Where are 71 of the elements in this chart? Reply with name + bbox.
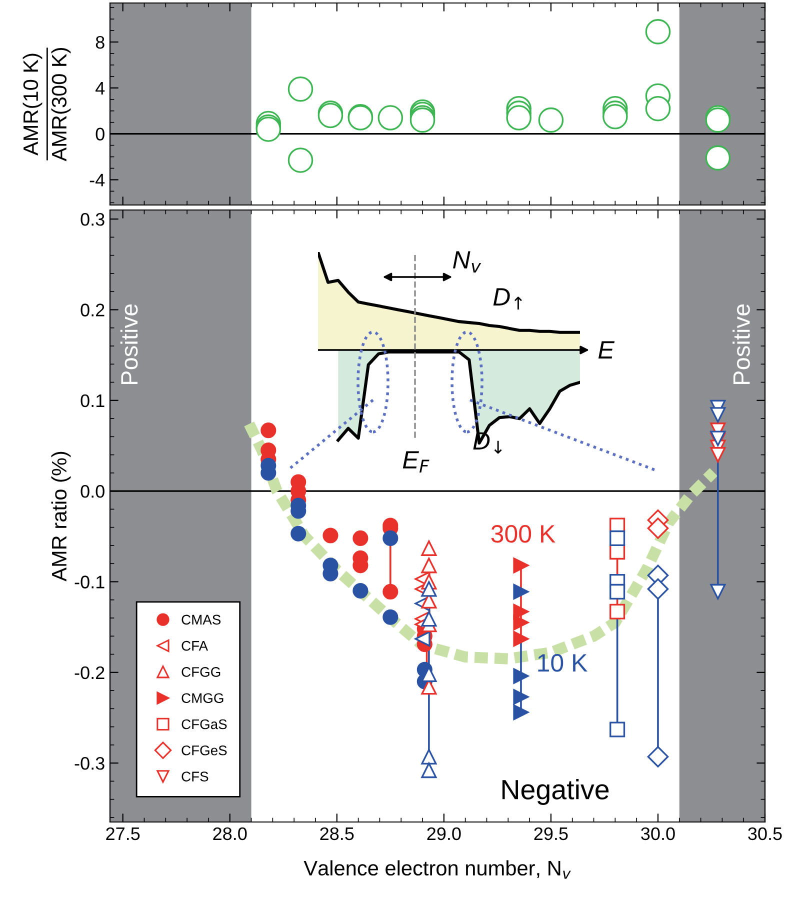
legend-label: CFGeS — [182, 745, 227, 756]
point — [610, 530, 626, 546]
point — [610, 722, 626, 738]
point — [513, 604, 529, 620]
annotation: E$_{F}$ — [402, 451, 430, 473]
y-tick-label: 0.1 — [80, 394, 104, 408]
point — [421, 748, 437, 764]
point — [506, 105, 532, 130]
annotation: N$_{v}$ — [453, 251, 482, 273]
point — [260, 422, 276, 438]
band-label: Positive — [120, 304, 138, 384]
band-label: Positive — [732, 304, 750, 384]
annotation: Negative — [502, 779, 609, 805]
y-tick-label: 0.0 — [80, 485, 104, 498]
legend-label: CFGaS — [182, 719, 227, 730]
point — [710, 407, 726, 423]
y-tick-label: 0.2 — [80, 304, 104, 316]
y-tick-label: -0.3 — [74, 757, 104, 770]
point — [513, 689, 529, 705]
point — [513, 614, 529, 630]
point — [421, 611, 437, 627]
y-tick-label: -4 — [90, 174, 105, 186]
annotation: 10 K — [538, 654, 588, 672]
legend-label: CFS — [182, 772, 208, 782]
point — [705, 145, 731, 171]
point — [421, 581, 437, 597]
point — [513, 584, 529, 600]
point — [513, 558, 529, 574]
point — [710, 447, 726, 463]
y-tick-label: 0 — [96, 128, 104, 141]
point — [513, 631, 529, 647]
x-tick-label: 29.0 — [427, 827, 461, 840]
point — [710, 430, 726, 446]
series-label: D$_{↑}$ — [493, 288, 522, 310]
point — [414, 631, 430, 647]
point — [382, 609, 398, 625]
point — [290, 526, 306, 542]
x-tick-label: 30.0 — [641, 827, 675, 840]
legend-label: CFA — [182, 640, 208, 651]
x-tick-label: 30.5 — [748, 827, 782, 840]
point — [352, 583, 368, 599]
point — [710, 584, 726, 600]
x-axis-title: Valence electron number, N$_{v}$ — [304, 860, 571, 879]
point — [513, 668, 529, 684]
annotation: E — [598, 341, 615, 358]
point — [647, 746, 669, 768]
point — [513, 704, 529, 720]
y-axis-title: AMR(10 K) AMR(300 K) — [22, 48, 71, 162]
legend-label: CMAS — [182, 614, 221, 625]
point — [322, 528, 338, 544]
x-tick-label: 28.0 — [213, 827, 247, 840]
point — [610, 584, 626, 600]
point — [421, 762, 437, 778]
y-tick-label: 4 — [96, 82, 105, 94]
legend-label: CFGG — [182, 667, 220, 677]
point — [352, 530, 368, 546]
legend-label: CMGG — [182, 693, 224, 704]
x-tick-label: 28.5 — [320, 827, 354, 840]
y-tick-label: -0.2 — [74, 666, 104, 680]
point — [382, 584, 398, 600]
x-tick-label: 27.5 — [106, 827, 140, 840]
annotation: 300 K — [491, 525, 556, 543]
y-axis-title: AMR ratio (%) — [51, 452, 71, 582]
y-tick-label: 0.3 — [80, 213, 104, 226]
x-tick-label: 29.5 — [534, 827, 568, 840]
y-tick-label: -0.1 — [74, 576, 104, 588]
point — [382, 530, 398, 546]
point — [647, 578, 669, 600]
point — [610, 604, 626, 620]
y-tick-label: 8 — [96, 36, 104, 49]
point — [647, 518, 669, 539]
